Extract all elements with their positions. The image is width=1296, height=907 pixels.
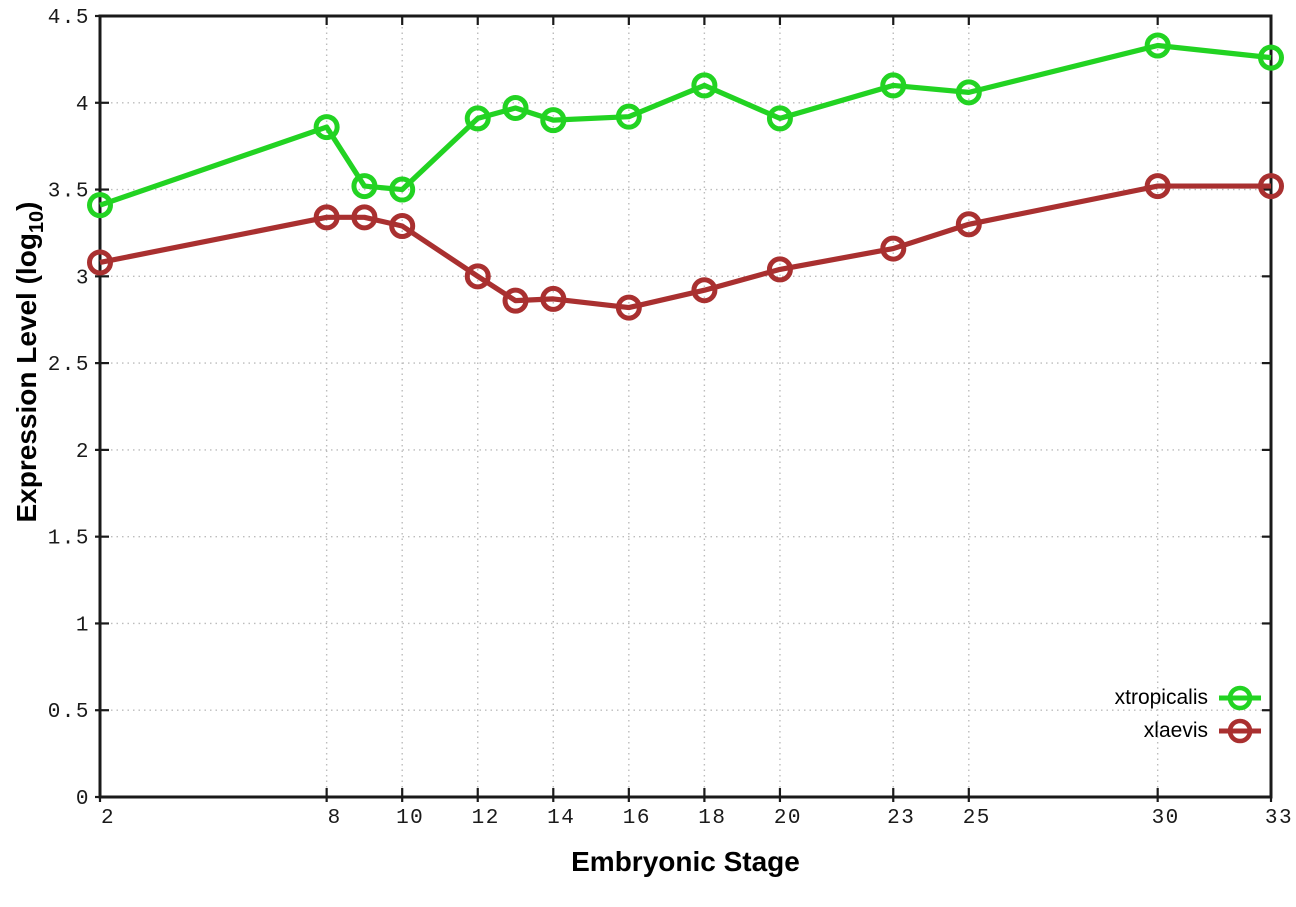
y-axis-title: Expression Level (log10)	[11, 202, 49, 523]
x-tick-label: 14	[547, 807, 575, 830]
y-tick-label: 4	[76, 94, 90, 117]
data-point-xtropicalis	[313, 114, 340, 141]
data-point-xlaevis	[389, 213, 416, 240]
data-point-xlaevis	[691, 277, 718, 304]
y-tick-label: 3.5	[48, 181, 90, 204]
y-tick-label: 1	[76, 614, 90, 637]
x-tick-label: 12	[472, 807, 500, 830]
data-point-xlaevis	[540, 285, 567, 312]
x-tick-label: 20	[774, 807, 802, 830]
x-tick-label: 2	[101, 807, 115, 830]
legend-entry-xtropicalis: xtropicalis	[1115, 682, 1262, 714]
data-point-xlaevis	[1144, 173, 1171, 200]
data-point-xtropicalis	[766, 105, 793, 132]
x-tick-label: 16	[623, 807, 651, 830]
legend: xtropicalis xlaevis	[1115, 682, 1262, 747]
x-tick-label: 30	[1152, 807, 1180, 830]
data-point-xlaevis	[502, 287, 529, 314]
data-point-xlaevis	[1258, 173, 1284, 200]
legend-marker-xtropicalis	[1219, 685, 1261, 711]
y-tick-label: 1.5	[48, 528, 90, 551]
x-tick-label: 23	[887, 807, 915, 830]
data-point-xlaevis	[955, 211, 982, 238]
data-point-xlaevis	[615, 294, 642, 321]
data-point-xtropicalis	[615, 103, 642, 130]
y-axis-title-subscript: 10	[25, 210, 48, 234]
data-point-xtropicalis	[464, 105, 491, 132]
x-axis-title: Embryonic Stage	[571, 846, 800, 877]
x-tick-label: 33	[1265, 807, 1293, 830]
data-point-xtropicalis	[955, 79, 982, 106]
data-point-xtropicalis	[389, 176, 416, 203]
legend-label-xtropicalis: xtropicalis	[1114, 686, 1208, 709]
data-point-xlaevis	[351, 204, 378, 231]
legend-entry-xlaevis: xlaevis	[1144, 715, 1262, 747]
x-tick-label: 8	[328, 807, 342, 830]
series-line-xtropicalis	[99, 42, 1272, 208]
y-axis-title-close: )	[11, 201, 43, 211]
x-tick-label: 25	[963, 807, 991, 830]
x-tick-label: 18	[698, 807, 726, 830]
data-point-xtropicalis	[1144, 32, 1171, 59]
data-point-xlaevis	[87, 249, 113, 276]
data-point-xtropicalis	[351, 173, 378, 200]
data-point-xtropicalis	[87, 192, 113, 219]
y-tick-label: 2.5	[48, 354, 90, 377]
data-point-xtropicalis	[880, 72, 907, 99]
legend-circle-sample	[1227, 718, 1253, 744]
x-tick-label: 10	[396, 807, 424, 830]
data-point-xlaevis	[880, 235, 907, 262]
data-point-xtropicalis	[691, 72, 718, 99]
y-tick-label: 2	[76, 441, 90, 464]
y-tick-label: 0.5	[48, 701, 90, 724]
legend-marker-xlaevis	[1219, 718, 1261, 744]
y-tick-label: 3	[76, 267, 90, 290]
series-line-xlaevis	[99, 183, 1271, 311]
data-point-xlaevis	[313, 204, 340, 231]
data-point-xlaevis	[464, 263, 491, 290]
y-tick-label: 4.5	[48, 7, 90, 30]
data-point-xlaevis	[766, 256, 793, 283]
data-point-xtropicalis	[502, 94, 529, 121]
data-point-xtropicalis	[540, 107, 567, 134]
plot-border	[98, 14, 1273, 799]
legend-circle-sample	[1227, 685, 1253, 711]
y-tick-label: 0	[76, 788, 90, 811]
data-point-xtropicalis	[1258, 44, 1284, 71]
legend-label-xlaevis: xlaevis	[1143, 719, 1208, 742]
y-axis-title-text: Expression Level (log	[11, 233, 43, 523]
